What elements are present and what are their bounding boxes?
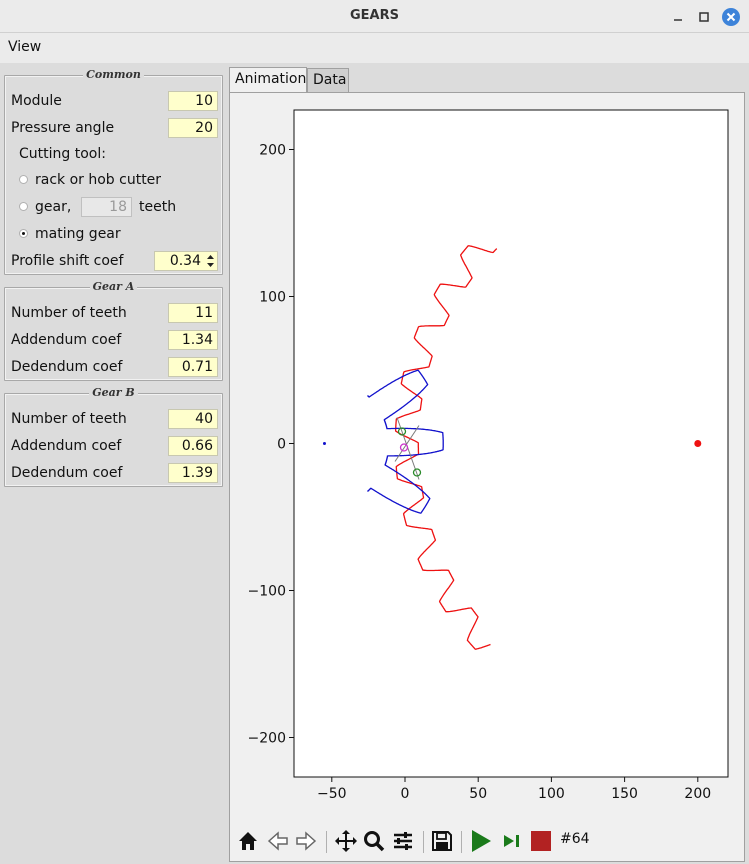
animation-panel: −50 0 50 100 150 200 −200 −100 0 100 200 <box>229 92 745 862</box>
gear-a-teeth-label: Number of teeth <box>11 305 127 321</box>
x-tick-label: 100 <box>538 786 565 802</box>
y-tick-label: 200 <box>259 143 286 159</box>
toolbar-separator <box>326 831 327 853</box>
gear-a-group: Gear A Number of teeth 11 Addendum coef … <box>4 280 223 381</box>
gear-a-addendum-input[interactable]: 1.34 <box>168 330 218 350</box>
common-group-title: Common <box>83 68 144 81</box>
gear-b-group: Gear B Number of teeth 40 Addendum coef … <box>4 386 223 487</box>
zoom-icon[interactable] <box>362 829 386 853</box>
x-tick-label: 200 <box>684 786 711 802</box>
gear-b-dedendum-input[interactable]: 1.39 <box>168 463 218 483</box>
menu-bar: View <box>0 33 749 63</box>
pressure-angle-input[interactable]: 20 <box>168 118 218 138</box>
common-group: Common Module 10 Pressure angle 20 Cutti… <box>4 68 223 275</box>
y-tick-label: 100 <box>259 290 286 306</box>
gear-b-center <box>694 440 702 447</box>
frame-counter: #64 <box>560 831 590 847</box>
plot-area <box>293 109 729 778</box>
window-title: GEARS <box>350 8 399 23</box>
gear-a-center <box>322 442 326 445</box>
gear-b-dedendum-label: Dedendum coef <box>11 465 123 481</box>
spin-arrows-icon[interactable] <box>205 253 216 269</box>
pitch-point <box>399 443 409 452</box>
gear-b-outline <box>394 245 498 650</box>
tab-animation[interactable]: Animation <box>229 67 307 93</box>
gear-a-teeth-input[interactable]: 11 <box>168 303 218 323</box>
toolbar-separator <box>461 831 462 853</box>
play-icon[interactable] <box>469 829 493 853</box>
y-axis: −200 −100 0 100 200 <box>248 143 294 747</box>
y-tick-label: 0 <box>277 437 286 453</box>
x-tick-label: 150 <box>611 786 638 802</box>
rack-radio[interactable] <box>19 175 28 184</box>
save-icon[interactable] <box>430 829 454 853</box>
profile-shift-label: Profile shift coef <box>11 253 124 269</box>
x-axis: −50 0 50 100 150 200 <box>317 777 711 802</box>
mating-gear-radio[interactable] <box>19 229 28 238</box>
menu-view[interactable]: View <box>8 39 42 55</box>
title-bar: GEARS <box>0 0 749 33</box>
configure-icon[interactable] <box>391 829 415 853</box>
plot-toolbar: #64 <box>230 823 746 859</box>
gear-b-teeth-label: Number of teeth <box>11 411 127 427</box>
gear-plot[interactable]: −50 0 50 100 150 200 −200 −100 0 100 200 <box>230 93 744 823</box>
home-icon[interactable] <box>236 829 260 853</box>
gear-label: gear, <box>35 199 72 215</box>
tab-data[interactable]: Data <box>307 68 349 93</box>
close-icon[interactable] <box>721 7 741 27</box>
gear-radio[interactable] <box>19 202 28 211</box>
gear-a-group-title: Gear A <box>89 280 138 293</box>
module-label: Module <box>11 93 62 109</box>
profile-shift-spinbox[interactable]: 0.34 <box>154 251 218 271</box>
x-tick-label: 50 <box>469 786 487 802</box>
forward-icon[interactable] <box>294 829 318 853</box>
maximize-icon[interactable] <box>694 7 714 27</box>
profile-shift-value: 0.34 <box>169 253 201 269</box>
step-icon[interactable] <box>500 829 524 853</box>
mating-gear-label: mating gear <box>35 226 121 242</box>
back-icon[interactable] <box>266 829 290 853</box>
y-tick-label: −200 <box>248 731 286 747</box>
rack-label: rack or hob cutter <box>35 172 162 188</box>
gear-a-dedendum-input[interactable]: 0.71 <box>168 357 218 377</box>
gear-a-dedendum-label: Dedendum coef <box>11 359 123 375</box>
x-tick-label: 0 <box>401 786 410 802</box>
gear-b-teeth-input[interactable]: 40 <box>168 409 218 429</box>
line-of-action <box>394 425 420 462</box>
teeth-label: teeth <box>139 199 177 215</box>
module-input[interactable]: 10 <box>168 91 218 111</box>
gear-b-group-title: Gear B <box>89 386 138 399</box>
gear-b-addendum-label: Addendum coef <box>11 438 122 454</box>
pan-icon[interactable] <box>334 829 358 853</box>
cutting-tool-label: Cutting tool: <box>19 146 106 162</box>
x-tick-label: −50 <box>317 786 347 802</box>
contact-point <box>397 427 407 436</box>
gear-a-addendum-label: Addendum coef <box>11 332 122 348</box>
toolbar-separator <box>423 831 424 853</box>
y-tick-label: −100 <box>248 584 286 600</box>
gear-b-addendum-input[interactable]: 0.66 <box>168 436 218 456</box>
gear-teeth-input: 18 <box>81 197 132 217</box>
contact-point <box>412 468 422 477</box>
minimize-icon[interactable] <box>668 7 688 27</box>
stop-icon[interactable] <box>529 829 553 853</box>
pressure-angle-label: Pressure angle <box>11 120 115 136</box>
gear-a-outline <box>367 369 444 514</box>
